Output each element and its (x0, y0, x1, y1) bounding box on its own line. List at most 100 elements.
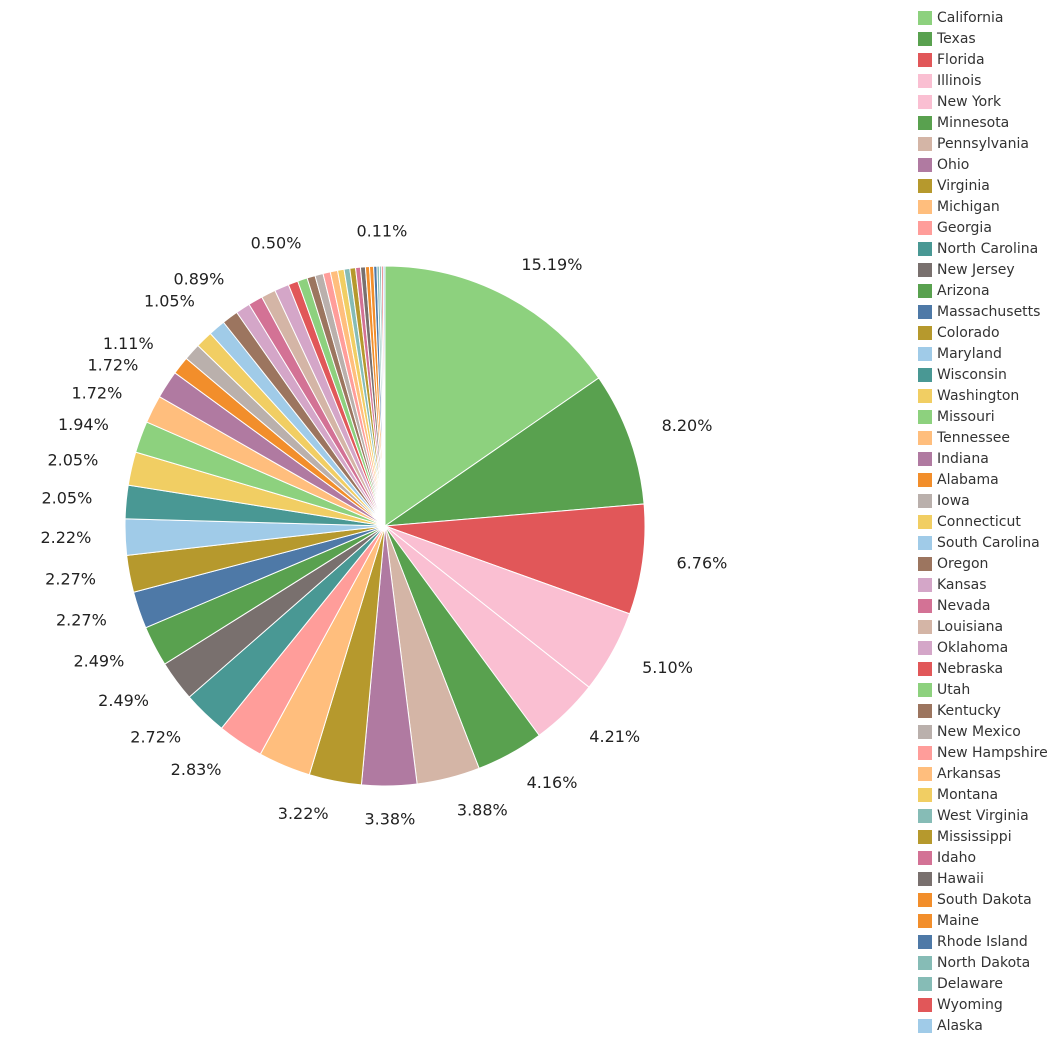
legend-item-delaware[interactable]: Delaware (918, 973, 1048, 994)
legend-swatch (918, 577, 932, 592)
legend-item-wisconsin[interactable]: Wisconsin (918, 364, 1048, 385)
legend-item-new-york[interactable]: New York (918, 91, 1048, 112)
legend-item-wyoming[interactable]: Wyoming (918, 994, 1048, 1015)
slice-california[interactable] (384, 265, 600, 527)
legend-swatch (918, 10, 932, 25)
legend-swatch (918, 871, 932, 886)
legend-item-oregon[interactable]: Oregon (918, 553, 1048, 574)
legend-item-maryland[interactable]: Maryland (918, 343, 1048, 364)
legend-item-kansas[interactable]: Kansas (918, 574, 1048, 595)
legend-item-north-dakota[interactable]: North Dakota (918, 952, 1048, 973)
legend-label: New York (937, 93, 1002, 110)
legend-item-oklahoma[interactable]: Oklahoma (918, 637, 1048, 658)
legend-item-ohio[interactable]: Ohio (918, 154, 1048, 175)
legend-label: Oregon (937, 555, 989, 572)
percent-label-california: 15.19% (521, 255, 582, 274)
legend-swatch (918, 52, 932, 67)
percent-label-missouri: 1.94% (58, 415, 109, 434)
legend-item-arkansas[interactable]: Arkansas (918, 763, 1048, 784)
legend-item-tennessee[interactable]: Tennessee (918, 427, 1048, 448)
legend-item-indiana[interactable]: Indiana (918, 448, 1048, 469)
legend-item-hawaii[interactable]: Hawaii (918, 868, 1048, 889)
legend-item-alabama[interactable]: Alabama (918, 469, 1048, 490)
legend-swatch (918, 535, 932, 550)
legend-item-nebraska[interactable]: Nebraska (918, 658, 1048, 679)
slice-alaska[interactable] (382, 265, 386, 527)
legend-label: Pennsylvania (937, 135, 1029, 152)
legend-item-kentucky[interactable]: Kentucky (918, 700, 1048, 721)
legend-item-louisiana[interactable]: Louisiana (918, 616, 1048, 637)
legend-item-west-virginia[interactable]: West Virginia (918, 805, 1048, 826)
legend-label: Kentucky (937, 702, 1001, 719)
legend-item-south-carolina[interactable]: South Carolina (918, 532, 1048, 553)
legend-item-pennsylvania[interactable]: Pennsylvania (918, 133, 1048, 154)
percent-label-arizona: 2.49% (73, 652, 124, 671)
slice-florida[interactable] (384, 503, 646, 615)
legend-swatch (918, 682, 932, 697)
legend-label: Wisconsin (937, 366, 1007, 383)
legend-item-idaho[interactable]: Idaho (918, 847, 1048, 868)
legend-item-illinois[interactable]: Illinois (918, 70, 1048, 91)
percent-label-indiana: 1.72% (87, 356, 138, 375)
legend-item-minnesota[interactable]: Minnesota (918, 112, 1048, 133)
legend-item-washington[interactable]: Washington (918, 385, 1048, 406)
legend-item-colorado[interactable]: Colorado (918, 322, 1048, 343)
legend-label: New Mexico (937, 723, 1021, 740)
legend: California Texas Florida Illinois New York Mi… (918, 7, 1048, 1036)
pie-slices (124, 265, 646, 787)
legend-swatch (918, 745, 932, 760)
percent-label-colorado: 2.27% (45, 570, 96, 589)
legend-item-texas[interactable]: Texas (918, 28, 1048, 49)
legend-item-connecticut[interactable]: Connecticut (918, 511, 1048, 532)
legend-item-rhode-island[interactable]: Rhode Island (918, 931, 1048, 952)
legend-label: Rhode Island (937, 933, 1028, 950)
legend-swatch (918, 136, 932, 151)
legend-swatch (918, 283, 932, 298)
legend-label: South Carolina (937, 534, 1040, 551)
legend-item-new-hampshire[interactable]: New Hampshire (918, 742, 1048, 763)
legend-swatch (918, 619, 932, 634)
legend-item-florida[interactable]: Florida (918, 49, 1048, 70)
legend-item-michigan[interactable]: Michigan (918, 196, 1048, 217)
legend-item-alaska[interactable]: Alaska (918, 1015, 1048, 1036)
legend-swatch (918, 892, 932, 907)
legend-swatch (918, 955, 932, 970)
legend-label: West Virginia (937, 807, 1029, 824)
legend-item-north-carolina[interactable]: North Carolina (918, 238, 1048, 259)
legend-swatch (918, 73, 932, 88)
legend-item-massachusetts[interactable]: Massachusetts (918, 301, 1048, 322)
legend-label: California (937, 9, 1004, 26)
legend-item-nevada[interactable]: Nevada (918, 595, 1048, 616)
legend-label: Idaho (937, 849, 977, 866)
legend-item-new-mexico[interactable]: New Mexico (918, 721, 1048, 742)
legend-label: Louisiana (937, 618, 1004, 635)
legend-item-montana[interactable]: Montana (918, 784, 1048, 805)
legend-swatch (918, 220, 932, 235)
legend-item-missouri[interactable]: Missouri (918, 406, 1048, 427)
percent-label-north-carolina: 2.72% (130, 727, 181, 746)
legend-label: Indiana (937, 450, 989, 467)
legend-label: Missouri (937, 408, 995, 425)
legend-item-virginia[interactable]: Virginia (918, 175, 1048, 196)
percent-label-kentucky: 0.50% (251, 234, 302, 253)
legend-label: Minnesota (937, 114, 1010, 131)
percent-label-south-carolina: 1.05% (144, 291, 195, 310)
legend-item-new-jersey[interactable]: New Jersey (918, 259, 1048, 280)
legend-label: Alabama (937, 471, 999, 488)
percent-label-ohio: 3.38% (364, 810, 415, 829)
legend-item-california[interactable]: California (918, 7, 1048, 28)
legend-item-maine[interactable]: Maine (918, 910, 1048, 931)
slice-texas[interactable] (383, 377, 645, 527)
legend-item-utah[interactable]: Utah (918, 679, 1048, 700)
legend-item-arizona[interactable]: Arizona (918, 280, 1048, 301)
legend-label: Kansas (937, 576, 987, 593)
legend-label: Wyoming (937, 996, 1003, 1013)
legend-swatch (918, 850, 932, 865)
legend-item-iowa[interactable]: Iowa (918, 490, 1048, 511)
legend-item-south-dakota[interactable]: South Dakota (918, 889, 1048, 910)
legend-item-georgia[interactable]: Georgia (918, 217, 1048, 238)
percent-label-kansas: 0.89% (173, 269, 224, 288)
legend-swatch (918, 556, 932, 571)
legend-swatch (918, 934, 932, 949)
legend-item-mississippi[interactable]: Mississippi (918, 826, 1048, 847)
